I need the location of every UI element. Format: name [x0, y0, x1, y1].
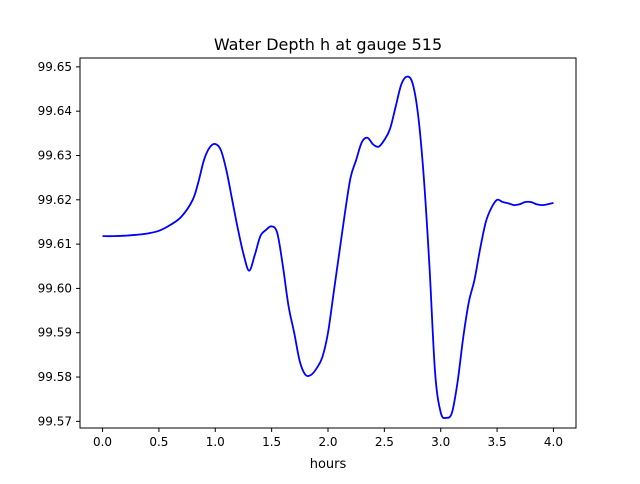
- chart-title: Water Depth h at gauge 515: [214, 35, 442, 54]
- y-tick-label: 99.58: [38, 370, 72, 384]
- x-tick-label: 4.0: [544, 435, 563, 449]
- y-tick-label: 99.60: [38, 281, 72, 295]
- y-tick-label: 99.59: [38, 326, 72, 340]
- y-tick-label: 99.63: [38, 148, 72, 162]
- axes-layer: 0.0 0.5 1.0 1.5 2.0 2.5 3.0 3.5 4.0 99.57 99.58 99.…: [38, 60, 563, 449]
- x-tick-label: 1.0: [206, 435, 225, 449]
- y-tick-label: 99.62: [38, 193, 72, 207]
- plot-area: [80, 58, 576, 428]
- series-line-0: [102, 75, 554, 420]
- x-tick-label: 1.5: [262, 435, 281, 449]
- x-tick-label: 2.5: [375, 435, 394, 449]
- plot-frame: [79, 57, 577, 429]
- y-tick-label: 99.57: [38, 414, 72, 428]
- y-tick-label: 99.64: [38, 104, 72, 118]
- x-axis-label: hours: [310, 457, 347, 472]
- data-layer: [102, 75, 554, 420]
- x-tick-label: 3.0: [431, 435, 450, 449]
- x-tick-label: 0.5: [149, 435, 168, 449]
- y-tick-label: 99.61: [38, 237, 72, 251]
- x-tick-label: 3.5: [488, 435, 507, 449]
- x-tick-label: 0.0: [93, 435, 112, 449]
- y-tick-label: 99.65: [38, 60, 72, 74]
- x-tick-label: 2.0: [318, 435, 337, 449]
